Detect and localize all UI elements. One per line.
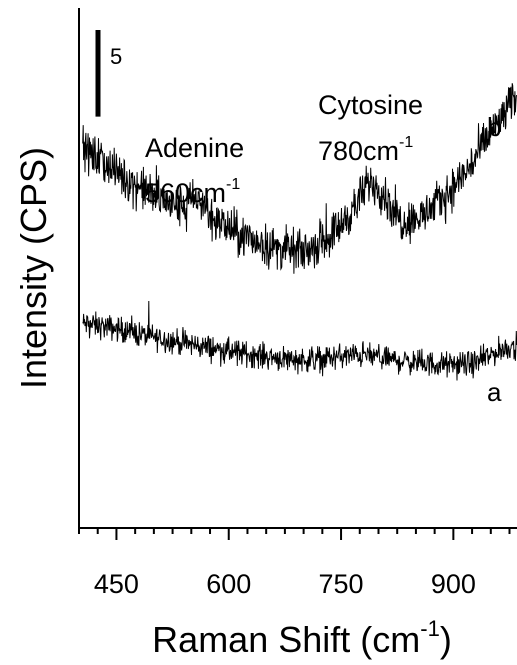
- x-tick-label: 900: [431, 569, 476, 599]
- x-axis-title-sup: -1: [420, 616, 440, 641]
- annotation-adenine-shift: 560cm-1: [145, 176, 240, 208]
- series-a-label: a: [487, 377, 502, 407]
- x-axis-title-main: Raman Shift (cm: [152, 619, 420, 660]
- series-line-b: [82, 83, 517, 274]
- x-axis-title-close: ): [440, 619, 452, 660]
- series-group: [82, 83, 517, 381]
- annotation-cytosine-value: 780cm: [318, 136, 399, 166]
- x-ticks: [78, 528, 511, 540]
- annotation-adenine-value: 560cm: [145, 178, 226, 208]
- x-tick-label: 750: [319, 569, 364, 599]
- y-axis-title: Intensity (CPS): [13, 147, 54, 389]
- annotation-adenine-name: Adenine: [145, 133, 244, 163]
- annotation-cytosine-shift: 780cm-1: [318, 134, 413, 166]
- y-scale-label: 5: [110, 44, 122, 69]
- series-b-label: b: [487, 112, 501, 142]
- x-axis-title: Raman Shift (cm-1): [152, 616, 452, 660]
- x-tick-labels: 450 600 750 900: [94, 569, 476, 599]
- series-line-a: [82, 300, 517, 381]
- annotation-adenine-sup: -1: [226, 176, 240, 193]
- annotation-cytosine-name: Cytosine: [318, 90, 423, 120]
- annotation-cytosine-sup: -1: [399, 134, 413, 151]
- x-tick-label: 450: [94, 569, 139, 599]
- x-tick-label: 600: [206, 569, 251, 599]
